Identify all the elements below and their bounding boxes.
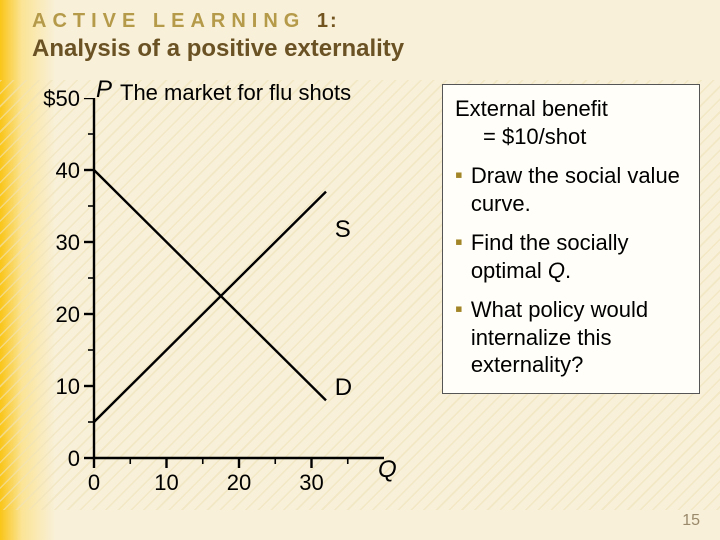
kicker-number: 1: xyxy=(317,10,339,32)
y-tick: 30 xyxy=(28,230,80,256)
x-tick: 20 xyxy=(219,470,259,496)
curve-label-D: D xyxy=(335,374,352,402)
info-panel: External benefit = $10/shot ▪Draw the so… xyxy=(442,84,700,394)
chart-title: The market for flu shots xyxy=(120,80,351,106)
curve-label-S: S xyxy=(335,216,351,244)
bullet-icon: ▪ xyxy=(455,229,471,284)
x-tick: 10 xyxy=(147,470,187,496)
bullet-text: Find the socially optimal Q. xyxy=(471,229,687,284)
bullet-item: ▪Draw the social value curve. xyxy=(455,162,687,217)
bullet-list: ▪Draw the social value curve.▪Find the s… xyxy=(455,162,687,379)
slide-number: 15 xyxy=(682,512,700,530)
x-tick: 30 xyxy=(292,470,332,496)
chart-svg xyxy=(28,98,408,498)
bullet-text: Draw the social value curve. xyxy=(471,162,687,217)
external-benefit-line2: = $10/shot xyxy=(455,123,687,151)
slide-subtitle: Analysis of a positive externality xyxy=(32,35,404,63)
kicker-text: ACTIVE LEARNING xyxy=(32,10,305,32)
chart-area: P The market for flu shots 010203040$50 … xyxy=(28,98,408,508)
bullet-icon: ▪ xyxy=(455,296,471,379)
x-tick: 0 xyxy=(74,470,114,496)
y-axis-label: P xyxy=(96,76,112,104)
external-benefit-line1: External benefit xyxy=(455,95,687,123)
bullet-icon: ▪ xyxy=(455,162,471,217)
bullet-text: What policy would internalize this exter… xyxy=(471,296,687,379)
bullet-item: ▪What policy would internalize this exte… xyxy=(455,296,687,379)
y-tick: 0 xyxy=(28,446,80,472)
y-tick: 10 xyxy=(28,374,80,400)
y-tick: 20 xyxy=(28,302,80,328)
y-tick: $50 xyxy=(28,86,80,112)
bullet-item: ▪Find the socially optimal Q. xyxy=(455,229,687,284)
x-axis-label: Q xyxy=(378,456,397,484)
slide-header: ACTIVE LEARNING 1: Analysis of a positiv… xyxy=(32,10,404,63)
y-tick: 40 xyxy=(28,158,80,184)
